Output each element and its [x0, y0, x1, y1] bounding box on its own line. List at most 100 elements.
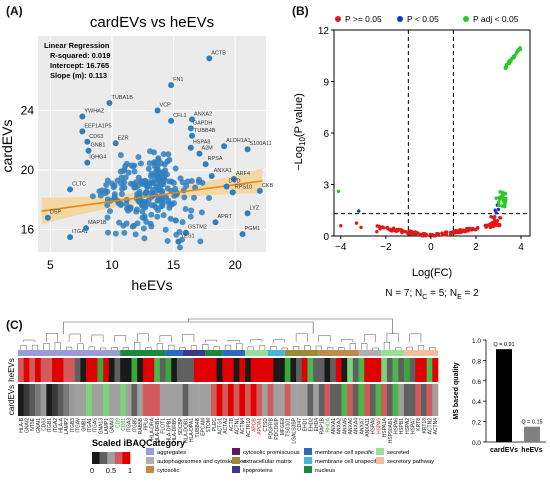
- dendrogram-branch: [46, 333, 58, 342]
- heatmap-cell: [216, 384, 223, 416]
- heatmap-cell: [307, 384, 314, 416]
- dendrogram-branch: [395, 347, 402, 350]
- column-label: HLA-DRB1: [155, 418, 161, 443]
- heatmap-cell: [273, 384, 280, 416]
- category-label: secreted: [387, 450, 409, 456]
- scatter-point: [176, 244, 183, 251]
- dendrogram-branch: [88, 346, 95, 350]
- heatmap-cell: [120, 384, 127, 416]
- scatter-point: [125, 169, 132, 176]
- scatter-point: [154, 163, 161, 170]
- scatter-point: [117, 152, 124, 159]
- sample-caption: N = 7; NC = 5; NE = 2: [385, 288, 479, 300]
- point-label: HSPA8: [193, 140, 211, 146]
- point-label: RPSA: [208, 156, 223, 162]
- volcano-point: [494, 220, 499, 224]
- point-label: EEF1A1P5: [84, 123, 111, 129]
- labeled-point: [84, 138, 91, 145]
- dendrogram-branch: [122, 347, 129, 350]
- heatmap-cell: [165, 358, 172, 382]
- scatter-point: [163, 171, 170, 178]
- legend-label: P < 0.05: [407, 14, 439, 24]
- column-label: HSP90AB1: [388, 418, 394, 444]
- category-swatch: [146, 448, 154, 455]
- heatmap-cell: [23, 384, 30, 416]
- y-tick-label: 0.2: [472, 420, 481, 427]
- colorbar-tick: 0.5: [106, 466, 116, 475]
- intercept-text: Intercept: 16.765: [50, 61, 109, 70]
- scatter-point: [112, 230, 119, 237]
- x-tick-label: 4: [518, 242, 524, 253]
- labeled-point: [189, 116, 196, 123]
- labeled-point: [223, 183, 230, 190]
- point-label: YES1: [180, 234, 194, 240]
- labeled-point: [154, 107, 161, 114]
- volcano-point: [503, 66, 508, 70]
- column-label: ACTB: [229, 417, 235, 431]
- dendrogram-branch: [258, 345, 266, 350]
- heatmap-cell: [120, 358, 127, 382]
- volcano-point: [460, 228, 464, 233]
- volcano-point: [336, 189, 341, 194]
- point-label: A2M: [201, 146, 213, 152]
- scatter-point: [164, 237, 171, 244]
- heatmap-cell: [432, 384, 439, 416]
- point-label: ANXA1: [214, 168, 232, 174]
- column-label: FLOT1: [161, 418, 167, 434]
- category-swatch: [232, 466, 240, 473]
- scatter-point: [104, 188, 111, 195]
- volcano-point: [496, 207, 501, 212]
- point-label: LYZ: [250, 205, 260, 211]
- volcano-point: [475, 226, 480, 231]
- point-label: RPS10: [235, 184, 252, 190]
- column-label: RAP1B: [320, 417, 326, 434]
- labeled-point: [229, 189, 236, 196]
- heatmap-cell: [40, 384, 47, 416]
- column-label: ANXA4: [354, 418, 360, 435]
- labeled-point: [206, 55, 213, 62]
- column-label: ANXA6: [348, 418, 354, 435]
- volcano-point: [507, 60, 511, 64]
- scatter-point: [168, 178, 175, 185]
- volcano-point: [414, 232, 418, 236]
- volcano-point: [452, 231, 457, 235]
- x-tick-label: 10: [105, 258, 119, 272]
- labeled-point: [106, 100, 113, 107]
- category-label: extracellular matrix: [243, 459, 292, 465]
- heatmap-cell: [86, 358, 93, 382]
- scatter-point: [168, 201, 175, 208]
- point-label: CLTC: [72, 181, 86, 187]
- volcano-point: [354, 221, 359, 225]
- volcano-point: [430, 232, 434, 237]
- scatter-point: [152, 169, 159, 176]
- heatmap-cell: [324, 384, 331, 416]
- column-label: ACTR10: [246, 418, 252, 437]
- volcano-point: [491, 223, 495, 227]
- point-label: ITGA1: [72, 229, 88, 235]
- dendrogram-branch: [406, 346, 413, 350]
- point-label: VCP: [160, 102, 172, 108]
- labeled-point: [212, 219, 219, 226]
- scatter-point: [165, 197, 172, 204]
- scatter-point: [116, 219, 123, 226]
- heatmap-cell: [352, 358, 359, 382]
- volcano-point: [444, 230, 449, 234]
- heatmap-cell: [216, 358, 223, 382]
- heatmap-cell: [352, 384, 359, 416]
- heatmap-cell: [228, 358, 234, 382]
- heatmap-cell: [29, 384, 36, 416]
- heatmap-cell: [386, 358, 393, 382]
- volcano-point: [375, 224, 379, 228]
- category-label: cytosolic: [157, 468, 179, 474]
- volcano-point: [440, 233, 445, 237]
- heatmap-cell: [358, 384, 365, 416]
- heatmap-cell: [40, 358, 47, 382]
- heatmap-cell: [125, 358, 132, 382]
- column-label: ITGB1: [47, 418, 53, 433]
- heatmap-cell: [392, 384, 399, 416]
- scatter-point: [167, 215, 174, 222]
- heatmap-cell: [23, 358, 30, 382]
- dendrogram-branch: [227, 340, 240, 342]
- scatter-point: [151, 149, 158, 156]
- point-label: YWHAZ: [84, 108, 105, 114]
